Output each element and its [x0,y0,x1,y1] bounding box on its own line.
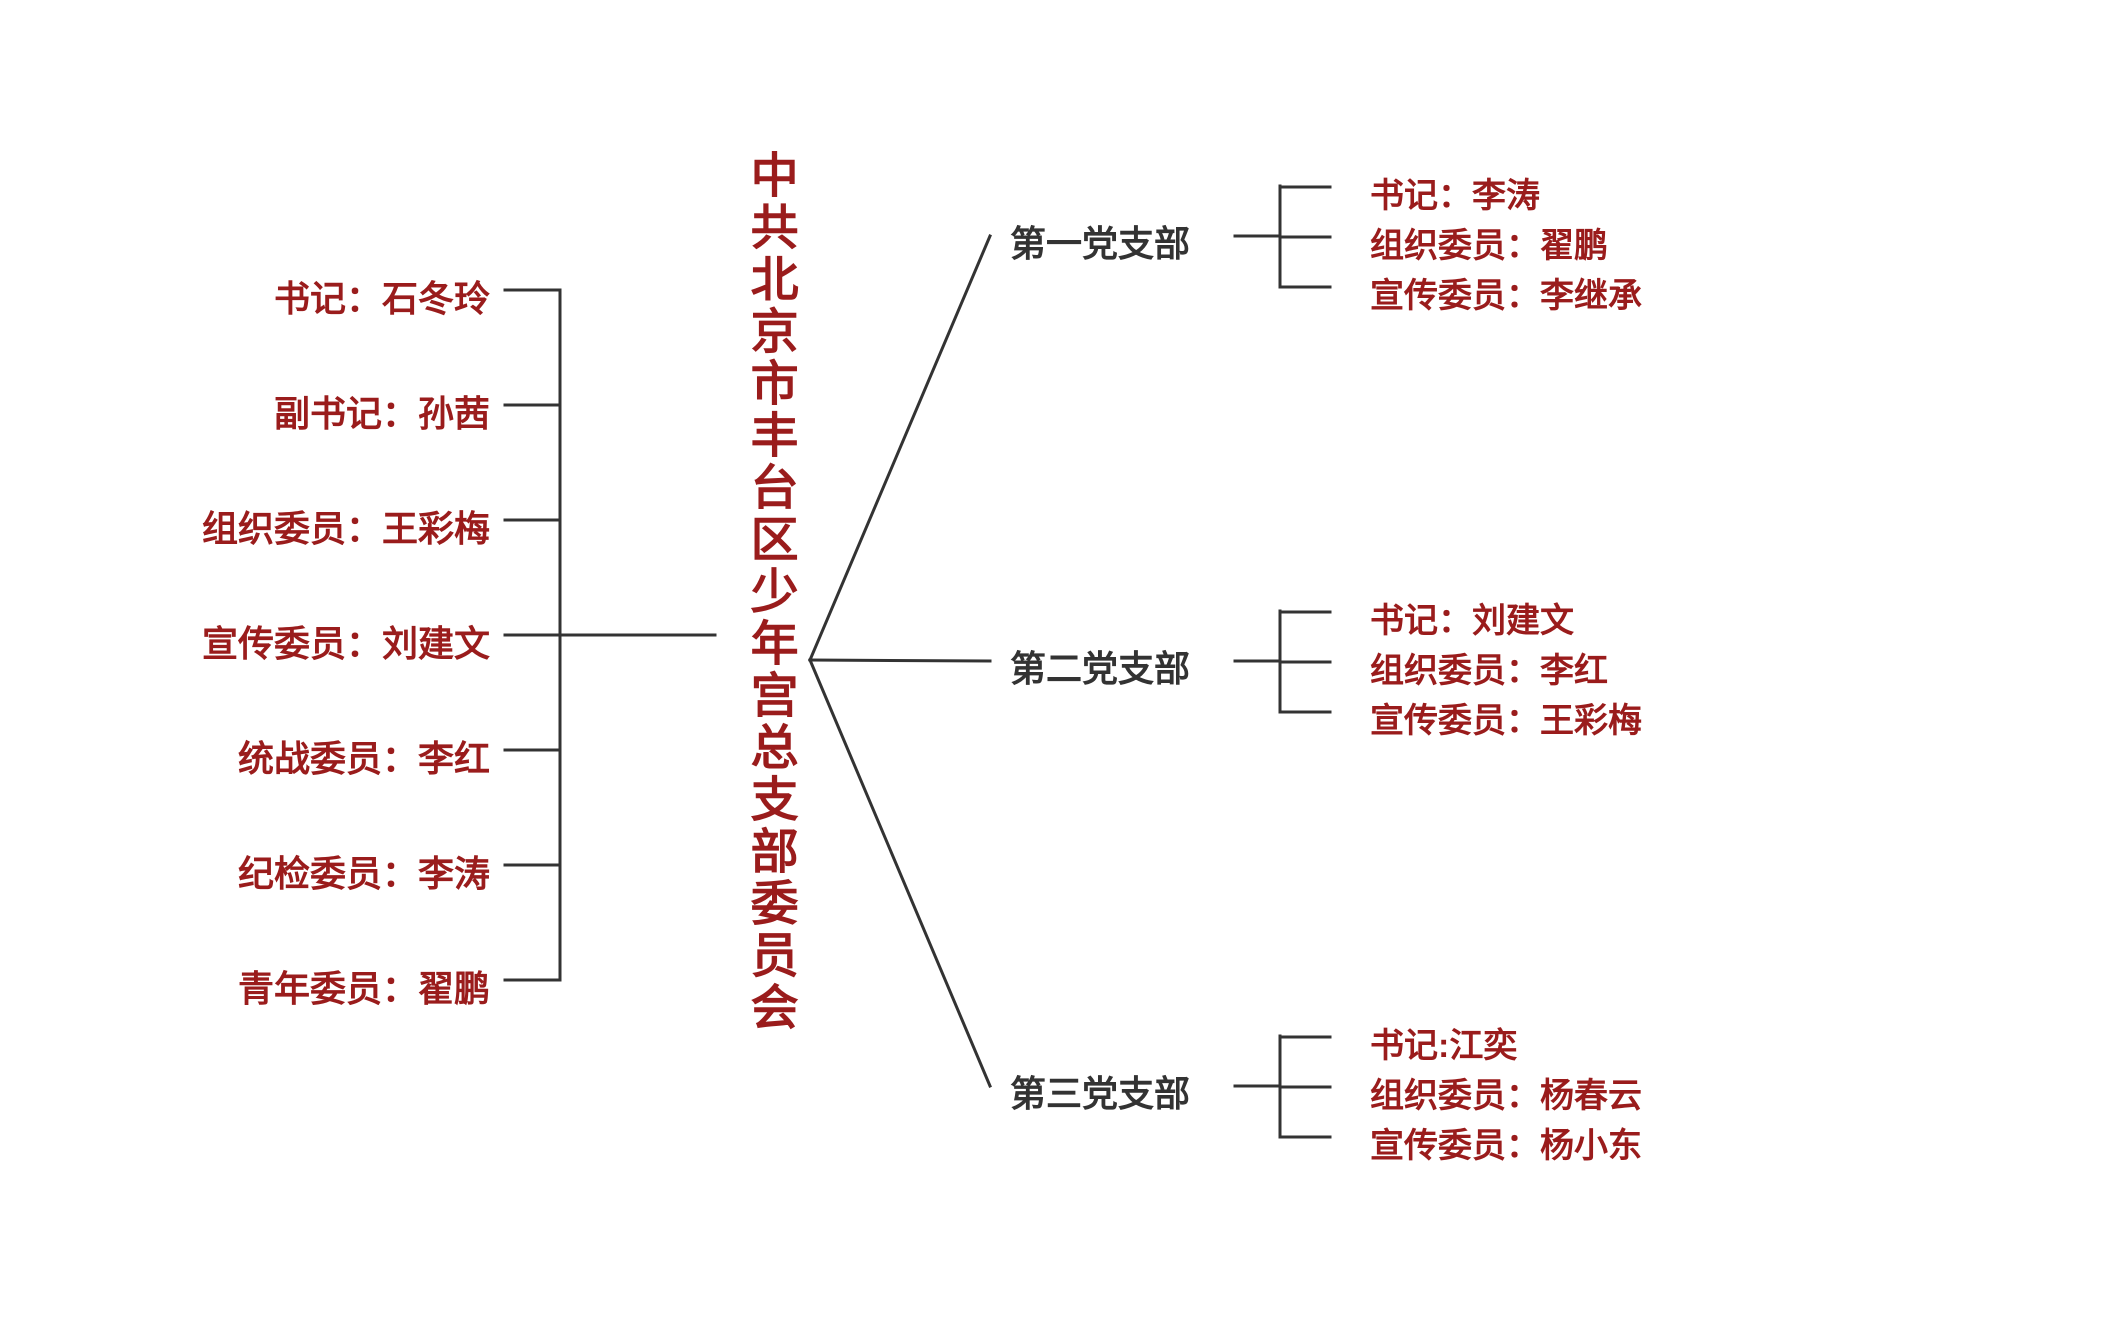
branch-0-member-2: 宣传委员：李继承 [1370,268,1642,317]
left-member-2: 组织委员：王彩梅 [202,500,490,552]
left-member-0: 书记：石冬玲 [274,270,490,322]
branch-0-member-0: 书记：李涛 [1370,168,1540,217]
branch-1-member-1: 组织委员：李红 [1370,643,1608,692]
branch-0-title: 第一党支部 [1010,215,1190,267]
branch-2-member-0: 书记:江奕 [1370,1018,1517,1067]
branch-0-member-1: 组织委员：翟鹏 [1370,218,1608,267]
org-center-title: 中共北京市丰台区少年宫总支部委员会 [740,150,798,1034]
branch-2-member-1: 组织委员：杨春云 [1370,1068,1642,1117]
branch-1-member-2: 宣传委员：王彩梅 [1370,693,1642,742]
branch-1-title: 第二党支部 [1010,640,1190,692]
left-member-5: 纪检委员：李涛 [238,845,490,897]
branch-2-title: 第三党支部 [1010,1065,1190,1117]
branch-1-member-0: 书记：刘建文 [1370,593,1574,642]
left-member-6: 青年委员：翟鹏 [238,960,490,1012]
left-member-3: 宣传委员：刘建文 [202,615,490,667]
left-member-4: 统战委员：李红 [238,730,490,782]
left-member-1: 副书记：孙茜 [274,385,490,437]
branch-2-member-2: 宣传委员：杨小东 [1370,1118,1642,1167]
